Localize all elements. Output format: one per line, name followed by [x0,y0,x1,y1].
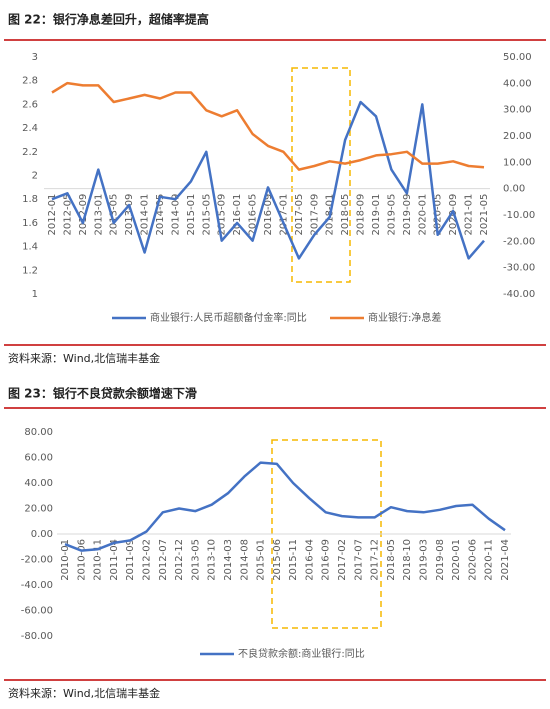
x-tick-label: 2017-05 [294,194,305,236]
y-tick-label: -20.00 [21,555,53,566]
x-tick-label: 2017-07 [353,539,364,581]
y2-tick-label: 40.00 [503,78,532,89]
line [51,81,485,171]
x-tick-label: 2018-09 [356,194,367,236]
y-tick-label: 1.2 [22,265,38,276]
y2-tick-label: -20.00 [503,236,535,247]
x-tick-label: 2016-09 [263,194,274,236]
x-tick-label: 2019-03 [419,539,430,581]
legend-label: 商业银行:人民币超额备付金率:同比 [150,311,307,324]
x-tick-label: 2015-01 [256,539,267,581]
x-tick-label: 2016-04 [304,539,315,581]
x-tick-label: 2017-12 [370,539,381,581]
y2-tick-label: 50.00 [503,52,532,63]
x-tick-label: 2013-05 [109,194,120,236]
y-tick-label: 1.8 [22,194,38,205]
y-tick-label: 40.00 [24,478,53,489]
y-tick-label: -80.00 [21,631,53,642]
x-tick-label: 2014-08 [239,539,250,581]
x-tick-label: 2013-01 [93,194,104,236]
x-tick-label: 2012-07 [158,539,169,581]
x-tick-label: 2010-01 [60,539,71,581]
y-tick-label: 2.8 [22,76,38,87]
x-tick-label: 2012-02 [141,539,152,581]
x-tick-label: 2017-09 [309,194,320,236]
y-tick-label: 2.6 [22,99,38,110]
x-tick-label: 2021-04 [500,539,511,581]
x-tick-label: 2018-05 [386,539,397,581]
y-tick-label: 0.00 [31,529,53,540]
y-tick-label: 1.6 [22,218,38,229]
x-tick-label: 2011-04 [109,539,120,581]
x-tick-label: 2015-01 [186,194,197,236]
x-tick-label: 2013-10 [207,539,218,581]
y-tick-label: -40.00 [21,580,53,591]
y2-tick-label: -10.00 [503,210,535,221]
y-tick-label: 1.4 [22,242,38,253]
x-tick-label: 2015-09 [217,194,228,236]
x-tick-label: 2019-09 [402,194,413,236]
x-tick-label: 2014-01 [140,194,151,236]
x-tick-label: 2014-05 [155,194,166,236]
y-tick-label: 3 [32,52,38,63]
y-tick-label: 2 [32,171,38,182]
x-tick-label: 2012-12 [174,539,185,581]
x-tick-label: 2020-11 [484,539,495,581]
x-tick-label: 2013-05 [190,539,201,581]
x-tick-label: 2011-09 [125,539,136,581]
x-tick-label: 2018-05 [340,194,351,236]
x-tick-label: 2018-10 [402,539,413,581]
y-tick-label: -60.00 [21,606,53,617]
y-tick-label: 2.4 [22,123,38,134]
y2-tick-label: -30.00 [503,263,535,274]
x-tick-label: 2015-06 [272,539,283,581]
line [51,100,485,260]
x-tick-label: 2015-05 [201,194,212,236]
x-tick-label: 2020-05 [433,194,444,236]
x-tick-label: 2021-05 [479,194,490,236]
source: 资料来源：Wind,北信瑞丰基金 [8,351,160,365]
legend-label: 商业银行:净息差 [368,311,441,324]
legend-label: 不良贷款余额:商业银行:同比 [238,647,365,660]
x-tick-label: 2014-09 [170,194,181,236]
x-tick-label: 2016-01 [232,194,243,236]
x-tick-label: 2020-01 [417,194,428,236]
y-tick-label: 2.2 [22,147,38,158]
line [64,461,506,552]
x-tick-label: 2016-09 [321,539,332,581]
x-tick-label: 2010-06 [76,539,87,581]
x-tick-label: 2012-09 [78,194,89,236]
x-tick-label: 2017-01 [278,194,289,236]
x-tick-label: 2012-01 [47,194,58,236]
highlight-box [291,67,351,283]
y2-tick-label: 0.00 [503,184,525,195]
x-tick-label: 2013-09 [124,194,135,236]
x-tick-label: 2019-08 [435,539,446,581]
x-tick-label: 2014-03 [223,539,234,581]
source: 资料来源：Wind,北信瑞丰基金 [8,686,160,700]
caption: 图 22：银行净息差回升，超储率提高 [8,12,209,27]
x-tick-label: 2012-05 [62,194,73,236]
y2-tick-label: 20.00 [503,131,532,142]
x-tick-label: 2010-11 [93,539,104,581]
y2-tick-label: -40.00 [503,289,535,300]
x-tick-label: 2020-06 [467,539,478,581]
x-tick-label: 2021-01 [464,194,475,236]
x-tick-label: 2017-02 [337,539,348,581]
x-tick-label: 2016-05 [248,194,259,236]
caption: 图 23：银行不良贷款余额增速下滑 [8,386,197,401]
x-tick-label: 2019-01 [371,194,382,236]
x-tick-label: 2015-11 [288,539,299,581]
y-tick-label: 80.00 [24,427,53,438]
y-tick-label: 1 [32,289,38,300]
y2-tick-label: 10.00 [503,157,532,168]
y-tick-label: 60.00 [24,453,53,464]
x-tick-label: 2019-05 [386,194,397,236]
y-tick-label: 20.00 [24,504,53,515]
x-tick-label: 2020-01 [451,539,462,581]
y2-tick-label: 30.00 [503,105,532,116]
